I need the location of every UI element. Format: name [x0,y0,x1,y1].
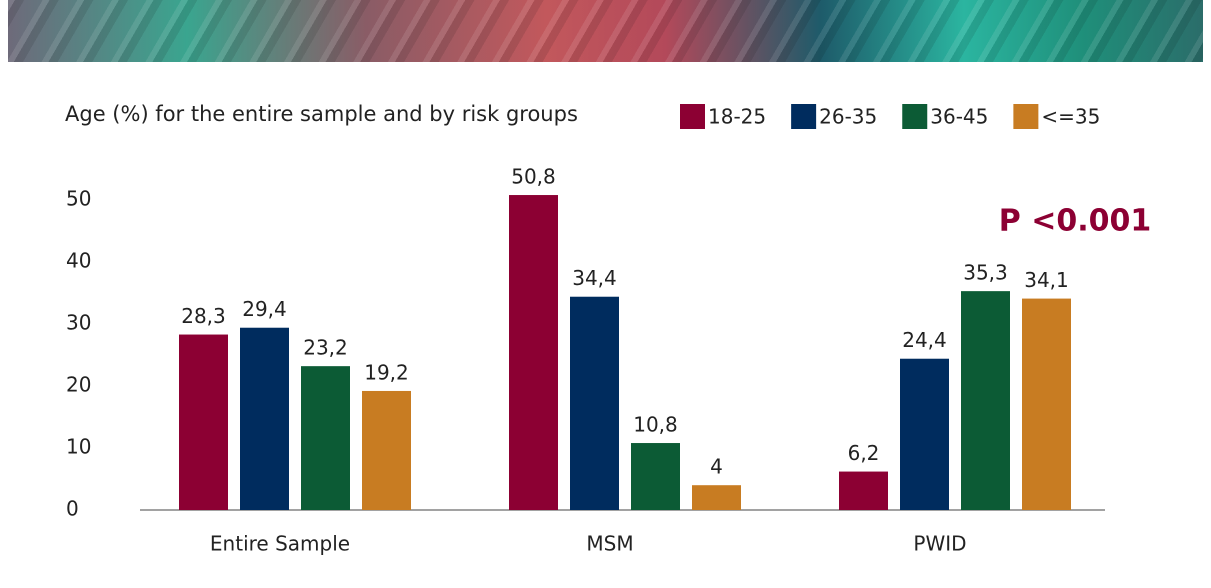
value-label: 6,2 [848,441,880,465]
bar [570,297,619,510]
value-label: 34,1 [1024,268,1069,292]
bar [301,366,350,510]
x-tick-label: MSM [586,532,633,556]
y-tick-label: 10 [66,435,91,459]
legend-swatch [791,104,816,129]
value-label: 35,3 [963,261,1008,285]
bar [900,359,949,510]
bar [1022,299,1071,510]
legend-label: 26-35 [819,105,877,129]
legend-label: 36-45 [930,105,988,129]
legend-swatch [680,104,705,129]
legend-label: 18-25 [708,105,766,129]
chart-title: Age (%) for the entire sample and by ris… [65,102,578,126]
value-label: 28,3 [181,304,226,328]
value-label: 23,2 [303,336,348,360]
chart: Age (%) for the entire sample and by ris… [0,0,1211,588]
annotation: P <0.001 [999,204,1151,239]
bar [509,195,558,510]
bar [362,391,411,510]
y-tick-label: 30 [66,311,91,335]
value-label: 24,4 [902,328,947,352]
value-label: 29,4 [242,297,287,321]
bar [179,335,228,510]
value-label: 4 [710,455,723,479]
legend-swatch [1013,104,1038,129]
legend-label: <=35 [1041,105,1100,129]
bar [839,472,888,510]
y-tick-label: 0 [66,497,79,521]
bar [692,485,741,510]
page: Age (%) for the entire sample and by ris… [0,0,1211,588]
bar [961,291,1010,510]
x-tick-label: Entire Sample [210,532,350,556]
x-tick-label: PWID [913,532,966,556]
value-label: 10,8 [633,413,678,437]
y-tick-label: 50 [66,187,91,211]
value-label: 19,2 [364,360,409,384]
value-label: 34,4 [572,266,617,290]
legend-swatch [902,104,927,129]
value-label: 50,8 [511,165,556,189]
bar [240,328,289,510]
y-tick-label: 20 [66,373,91,397]
y-tick-label: 40 [66,249,91,273]
bar [631,443,680,510]
